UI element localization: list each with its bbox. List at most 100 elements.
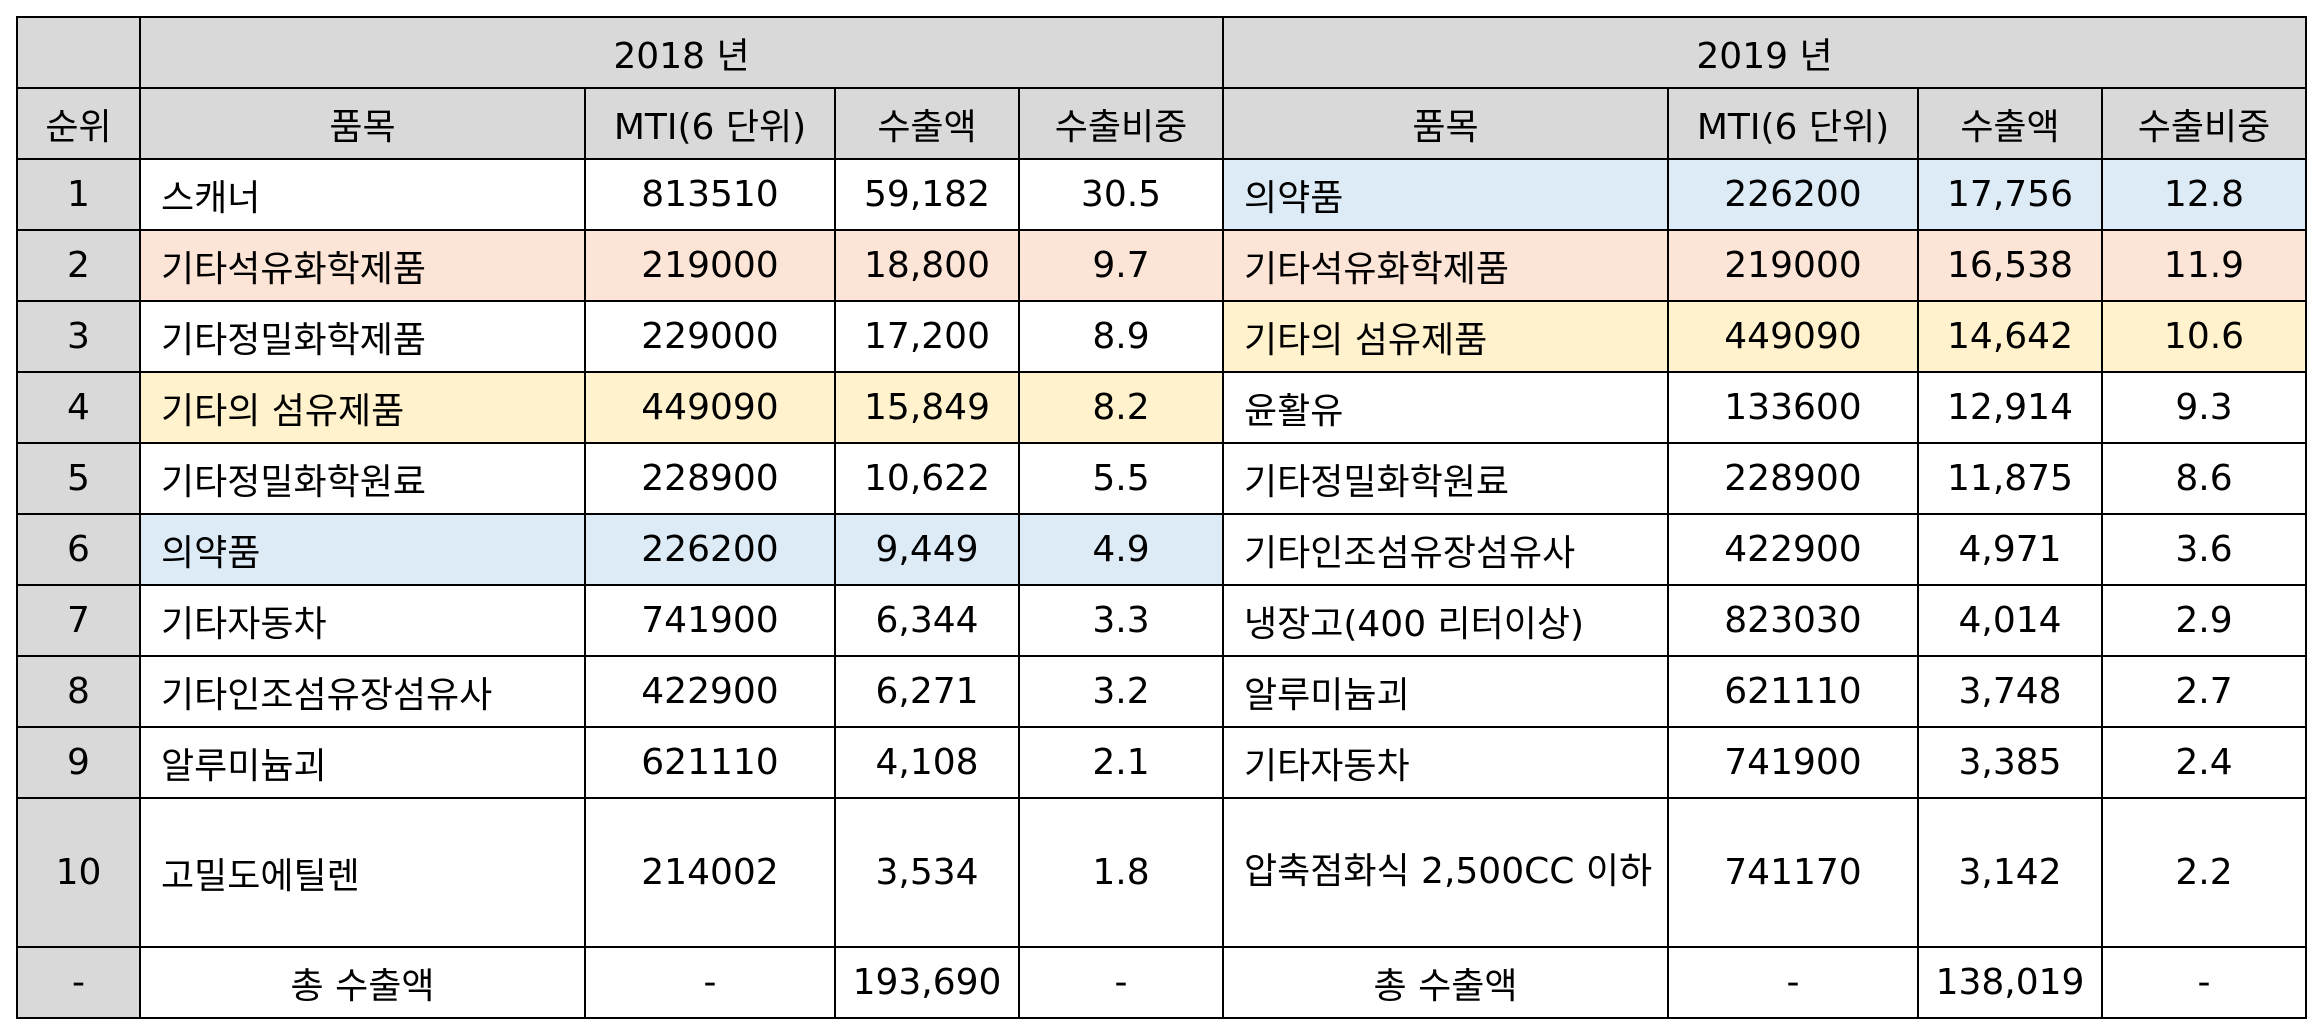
- rank-cell: 4: [16, 371, 141, 444]
- export-header-2018: 수출액: [834, 87, 1020, 160]
- rank-header: 순위: [16, 87, 141, 160]
- table-row: 1 스캐너 813510 59,182 30.5 의약품 226200 17,756 12.8: [16, 158, 2307, 231]
- item-cell-2019: 기타인조섬유장섬유사: [1222, 513, 1669, 586]
- mti-cell-2018: 422900: [584, 655, 836, 728]
- item-cell-2019: 압축점화식 2,500CC 이하: [1222, 797, 1669, 948]
- rank-cell: 2: [16, 229, 141, 302]
- item-cell-2019: 냉장고(400 리터이상): [1222, 584, 1669, 657]
- export-cell-2019: 17,756: [1917, 158, 2103, 231]
- mti-cell-2018: 229000: [584, 300, 836, 373]
- year-2019-header: 2019 년: [1222, 16, 2307, 89]
- export-cell-2018: 15,849: [834, 371, 1020, 444]
- total-export-2018: 193,690: [834, 946, 1020, 1019]
- total-mti-2019: -: [1667, 946, 1919, 1019]
- mti-cell-2018: 219000: [584, 229, 836, 302]
- rank-cell: 3: [16, 300, 141, 373]
- export-header-2019: 수출액: [1917, 87, 2103, 160]
- mti-cell-2019: 133600: [1667, 371, 1919, 444]
- item-cell-2018: 고밀도에틸렌: [139, 797, 586, 948]
- mti-cell-2019: 741900: [1667, 726, 1919, 799]
- share-cell-2018: 8.2: [1018, 371, 1224, 444]
- share-cell-2018: 8.9: [1018, 300, 1224, 373]
- share-cell-2019: 8.6: [2101, 442, 2307, 515]
- export-cell-2019: 14,642: [1917, 300, 2103, 373]
- item-cell-2018: 알루미늄괴: [139, 726, 586, 799]
- export-cell-2019: 11,875: [1917, 442, 2103, 515]
- item-cell-2019: 윤활유: [1222, 371, 1669, 444]
- total-export-2019: 138,019: [1917, 946, 2103, 1019]
- item-cell-2018: 기타자동차: [139, 584, 586, 657]
- mti-cell-2019: 621110: [1667, 655, 1919, 728]
- export-cell-2018: 9,449: [834, 513, 1020, 586]
- rank-cell: 8: [16, 655, 141, 728]
- table-row: 7 기타자동차 741900 6,344 3.3 냉장고(400 리터이상) 823030 4…: [16, 584, 2307, 657]
- share-cell-2019: 9.3: [2101, 371, 2307, 444]
- item-cell-2018: 기타의 섬유제품: [139, 371, 586, 444]
- share-cell-2019: 12.8: [2101, 158, 2307, 231]
- mti-cell-2019: 741170: [1667, 797, 1919, 948]
- item-cell-2019: 기타의 섬유제품: [1222, 300, 1669, 373]
- mti-cell-2019: 422900: [1667, 513, 1919, 586]
- share-cell-2018: 5.5: [1018, 442, 1224, 515]
- year-2018-header: 2018 년: [139, 16, 1224, 89]
- export-cell-2019: 4,971: [1917, 513, 2103, 586]
- export-cell-2019: 16,538: [1917, 229, 2103, 302]
- export-cell-2018: 3,534: [834, 797, 1020, 948]
- table-row: 5 기타정밀화학원료 228900 10,622 5.5 기타정밀화학원료 228900 11…: [16, 442, 2307, 515]
- share-cell-2018: 3.3: [1018, 584, 1224, 657]
- rank-cell: 10: [16, 797, 141, 948]
- export-cell-2019: 4,014: [1917, 584, 2103, 657]
- table-row: 10 고밀도에틸렌 214002 3,534 1.8 압축점화식 2,500CC 이하 74…: [16, 797, 2307, 948]
- rank-cell: 6: [16, 513, 141, 586]
- table-row: 8 기타인조섬유장섬유사 422900 6,271 3.2 알루미늄괴 621110 3,74…: [16, 655, 2307, 728]
- table-row: 2 기타석유화학제품 219000 18,800 9.7 기타석유화학제품 219000 16…: [16, 229, 2307, 302]
- share-cell-2019: 3.6: [2101, 513, 2307, 586]
- item-cell-2018: 스캐너: [139, 158, 586, 231]
- share-header-2018: 수출비중: [1018, 87, 1224, 160]
- column-header-row: 순위 품목 MTI(6 단위) 수출액 수출비중 품목 MTI(6 단위) 수출…: [16, 87, 2307, 160]
- share-cell-2018: 3.2: [1018, 655, 1224, 728]
- rank-cell: 7: [16, 584, 141, 657]
- export-cell-2018: 10,622: [834, 442, 1020, 515]
- mti-cell-2019: 226200: [1667, 158, 1919, 231]
- item-cell-2018: 기타석유화학제품: [139, 229, 586, 302]
- share-cell-2019: 2.9: [2101, 584, 2307, 657]
- mti-cell-2018: 214002: [584, 797, 836, 948]
- total-row: -총 수출액 -193,690- 총 수출액 -138,019-: [16, 946, 2307, 1019]
- export-cell-2019: 12,914: [1917, 371, 2103, 444]
- item-cell-2019: 기타자동차: [1222, 726, 1669, 799]
- share-cell-2019: 11.9: [2101, 229, 2307, 302]
- mti-cell-2018: 228900: [584, 442, 836, 515]
- mti-cell-2018: 226200: [584, 513, 836, 586]
- export-cell-2018: 6,271: [834, 655, 1020, 728]
- item-cell-2019: 기타석유화학제품: [1222, 229, 1669, 302]
- year-header-row: 2018 년 2019 년: [16, 16, 2307, 89]
- mti-cell-2019: 823030: [1667, 584, 1919, 657]
- item-header-2019: 품목: [1222, 87, 1669, 160]
- share-cell-2019: 2.7: [2101, 655, 2307, 728]
- item-cell-2018: 기타인조섬유장섬유사: [139, 655, 586, 728]
- rank-cell: 9: [16, 726, 141, 799]
- export-cell-2018: 4,108: [834, 726, 1020, 799]
- export-cell-2019: 3,142: [1917, 797, 2103, 948]
- item-header-2018: 품목: [139, 87, 586, 160]
- share-cell-2018: 1.8: [1018, 797, 1224, 948]
- export-ranking-table: 2018 년 2019 년 순위 품목 MTI(6 단위) 수출액 수출비중 품…: [16, 16, 2307, 1019]
- mti-header-2019: MTI(6 단위): [1667, 87, 1919, 160]
- rank-cell: 1: [16, 158, 141, 231]
- export-cell-2019: 3,748: [1917, 655, 2103, 728]
- total-label-2018: 총 수출액: [139, 946, 586, 1019]
- share-cell-2019: 10.6: [2101, 300, 2307, 373]
- share-cell-2018: 2.1: [1018, 726, 1224, 799]
- export-cell-2018: 6,344: [834, 584, 1020, 657]
- share-cell-2018: 4.9: [1018, 513, 1224, 586]
- mti-cell-2018: 621110: [584, 726, 836, 799]
- share-header-2019: 수출비중: [2101, 87, 2307, 160]
- mti-header-2018: MTI(6 단위): [584, 87, 836, 160]
- corner-cell: [16, 16, 141, 89]
- item-cell-2018: 기타정밀화학원료: [139, 442, 586, 515]
- export-cell-2019: 3,385: [1917, 726, 2103, 799]
- table-row: 4 기타의 섬유제품 449090 15,849 8.2 윤활유 133600 12,914 9…: [16, 371, 2307, 444]
- item-cell-2019: 기타정밀화학원료: [1222, 442, 1669, 515]
- mti-cell-2019: 449090: [1667, 300, 1919, 373]
